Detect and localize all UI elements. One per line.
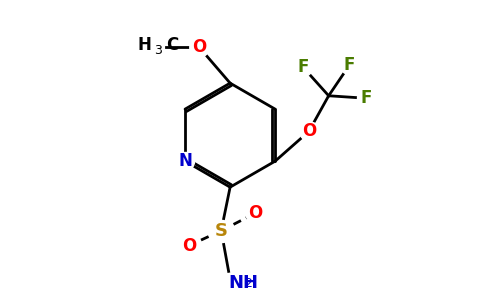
Text: F: F: [297, 58, 309, 76]
Text: O: O: [248, 204, 262, 222]
Text: 2: 2: [244, 277, 252, 290]
Text: H: H: [137, 36, 151, 54]
Text: F: F: [344, 56, 355, 74]
Text: O: O: [192, 38, 207, 56]
Text: C: C: [166, 36, 179, 54]
Text: 3: 3: [154, 44, 162, 57]
Text: O: O: [302, 122, 316, 140]
Text: N: N: [178, 152, 192, 170]
Text: S: S: [215, 222, 227, 240]
Text: O: O: [182, 237, 196, 255]
Text: F: F: [360, 89, 372, 107]
Text: NH: NH: [228, 274, 258, 292]
